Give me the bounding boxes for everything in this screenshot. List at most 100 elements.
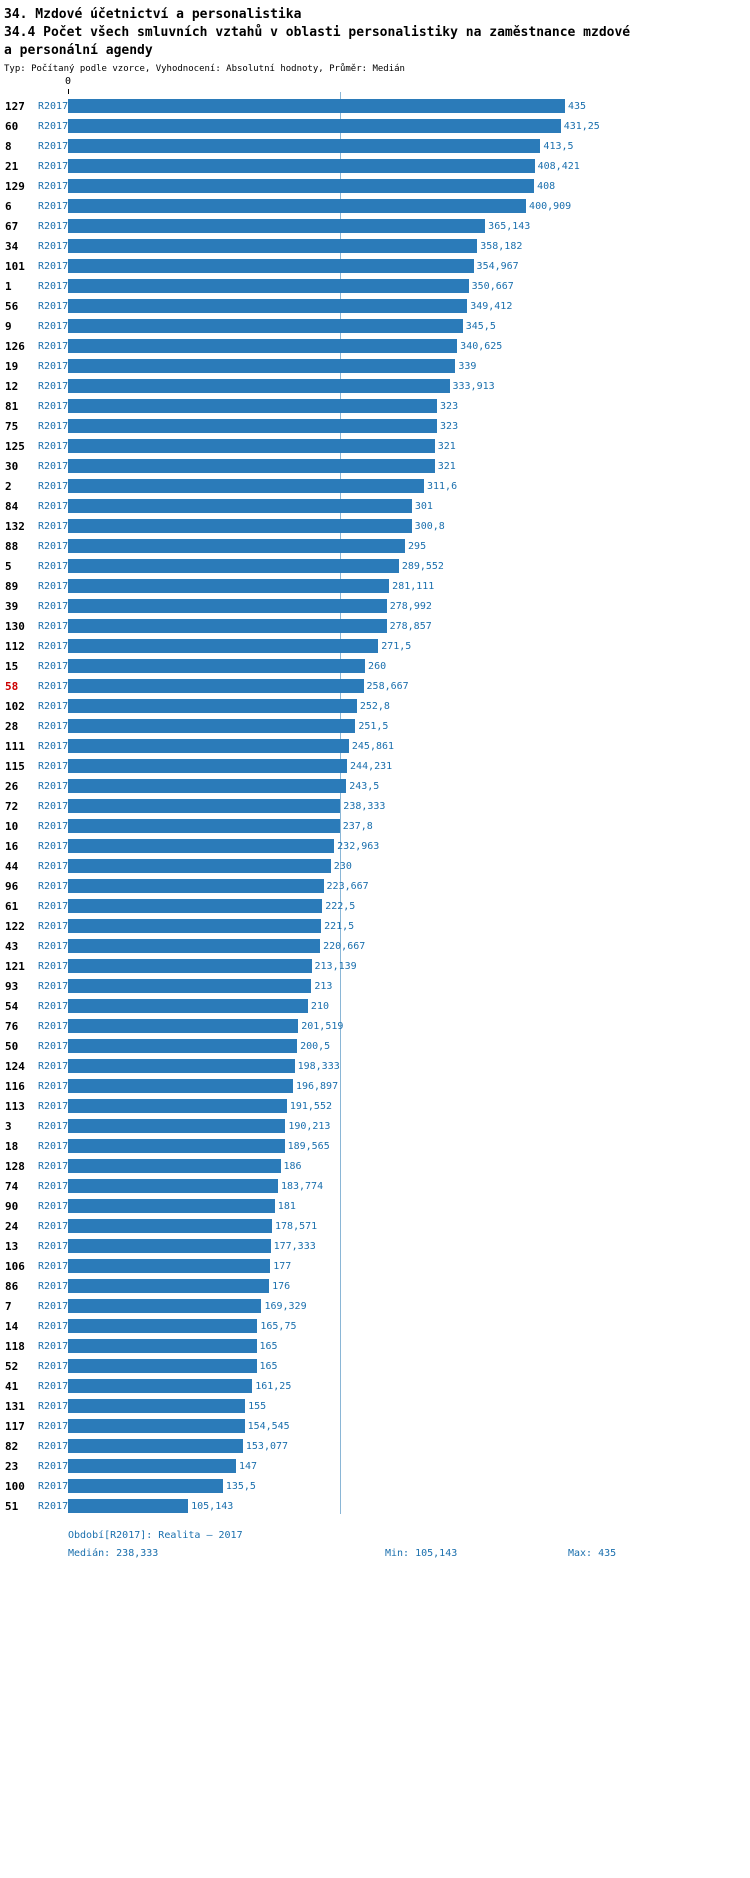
bar[interactable] — [68, 619, 387, 633]
row-series-label: R2017 — [38, 380, 69, 392]
bar[interactable] — [68, 1419, 245, 1433]
bar[interactable] — [68, 1079, 293, 1093]
bar[interactable] — [68, 679, 364, 693]
row-series-label: R2017 — [38, 1480, 69, 1492]
bar[interactable] — [68, 1439, 243, 1453]
bar[interactable] — [68, 259, 474, 273]
bar[interactable] — [68, 599, 387, 613]
bar[interactable] — [68, 959, 312, 973]
bar-value-label: 238,333 — [343, 800, 386, 812]
bar[interactable] — [68, 1159, 281, 1173]
bar[interactable] — [68, 1499, 189, 1513]
chart-row: 106 R2017 177 — [0, 1256, 750, 1276]
bar[interactable] — [68, 819, 340, 833]
bar[interactable] — [68, 759, 348, 773]
bar[interactable] — [68, 579, 390, 593]
bar-value-label: 210 — [310, 1000, 329, 1012]
bar[interactable] — [68, 1479, 223, 1493]
bar[interactable] — [68, 399, 438, 413]
bar[interactable] — [68, 419, 438, 433]
bar[interactable] — [68, 199, 527, 213]
bar[interactable] — [68, 659, 366, 673]
bar[interactable] — [68, 519, 412, 533]
bar[interactable] — [68, 379, 450, 393]
bar[interactable] — [68, 219, 486, 233]
bar[interactable] — [68, 739, 349, 753]
chart-row: 74 R2017 183,774 — [0, 1176, 750, 1196]
bar[interactable] — [68, 1239, 271, 1253]
bar[interactable] — [68, 1059, 295, 1073]
bar[interactable] — [68, 99, 565, 113]
bar[interactable] — [68, 339, 458, 353]
bar[interactable] — [68, 1179, 278, 1193]
row-id-label: 128 — [5, 1159, 25, 1173]
row-series-label: R2017 — [38, 760, 69, 772]
bar[interactable] — [68, 499, 412, 513]
bar[interactable] — [68, 1399, 246, 1413]
bar[interactable] — [68, 539, 406, 553]
bar[interactable] — [68, 439, 435, 453]
chart-row: 13 R2017 177,333 — [0, 1236, 750, 1256]
bar[interactable] — [68, 179, 535, 193]
bar[interactable] — [68, 1299, 262, 1313]
bar[interactable] — [68, 1019, 299, 1033]
bar[interactable] — [68, 1259, 271, 1273]
bar-value-label: 181 — [277, 1200, 296, 1212]
bar-area: 232,963 — [68, 839, 565, 853]
bar[interactable] — [68, 1359, 257, 1373]
bar[interactable] — [68, 719, 356, 733]
bar[interactable] — [68, 459, 435, 473]
bar[interactable] — [68, 559, 399, 573]
bar[interactable] — [68, 1279, 270, 1293]
bar[interactable] — [68, 639, 379, 653]
bar[interactable] — [68, 1199, 275, 1213]
bar-area: 105,143 — [68, 1499, 565, 1513]
row-id-label: 117 — [5, 1419, 25, 1433]
bar[interactable] — [68, 839, 335, 853]
bar[interactable] — [68, 359, 456, 373]
bar[interactable] — [68, 239, 478, 253]
bar-area: 365,143 — [68, 219, 565, 233]
bar[interactable] — [68, 119, 561, 133]
row-series-label: R2017 — [38, 1260, 69, 1272]
bar-value-label: 191,552 — [289, 1100, 332, 1112]
row-id-label: 102 — [5, 699, 25, 713]
bar[interactable] — [68, 1119, 286, 1133]
bar[interactable] — [68, 159, 535, 173]
bar[interactable] — [68, 699, 357, 713]
chart-footer: Období[R2017]: Realita – 2017 Medián: 23… — [0, 1530, 750, 1562]
bar-value-label: 278,992 — [389, 600, 432, 612]
bar[interactable] — [68, 1379, 253, 1393]
row-id-label: 3 — [5, 1119, 12, 1133]
bar[interactable] — [68, 919, 322, 933]
bar[interactable] — [68, 779, 347, 793]
bar[interactable] — [68, 879, 324, 893]
bar-value-label: 237,8 — [342, 820, 373, 832]
bar[interactable] — [68, 999, 308, 1013]
bar[interactable] — [68, 1339, 257, 1353]
bar[interactable] — [68, 1219, 273, 1233]
bar-area: 278,857 — [68, 619, 565, 633]
bar[interactable] — [68, 1319, 258, 1333]
row-id-label: 61 — [5, 899, 19, 913]
bar-area: 177 — [68, 1259, 565, 1273]
chart-row: 82 R2017 153,077 — [0, 1436, 750, 1456]
bar[interactable] — [68, 139, 541, 153]
bar-value-label: 243,5 — [349, 780, 380, 792]
bar[interactable] — [68, 1099, 287, 1113]
bar[interactable] — [68, 279, 469, 293]
bar[interactable] — [68, 979, 312, 993]
bar[interactable] — [68, 1039, 298, 1053]
bar[interactable] — [68, 479, 424, 493]
bar-area: 178,571 — [68, 1219, 565, 1233]
bar[interactable] — [68, 859, 331, 873]
bar[interactable] — [68, 799, 341, 813]
bar[interactable] — [68, 1459, 236, 1473]
bar[interactable] — [68, 899, 323, 913]
bar[interactable] — [68, 319, 463, 333]
bar[interactable] — [68, 299, 468, 313]
chart-row: 60 R2017 431,25 — [0, 116, 750, 136]
row-id-label: 18 — [5, 1139, 19, 1153]
bar[interactable] — [68, 939, 321, 953]
bar[interactable] — [68, 1139, 285, 1153]
